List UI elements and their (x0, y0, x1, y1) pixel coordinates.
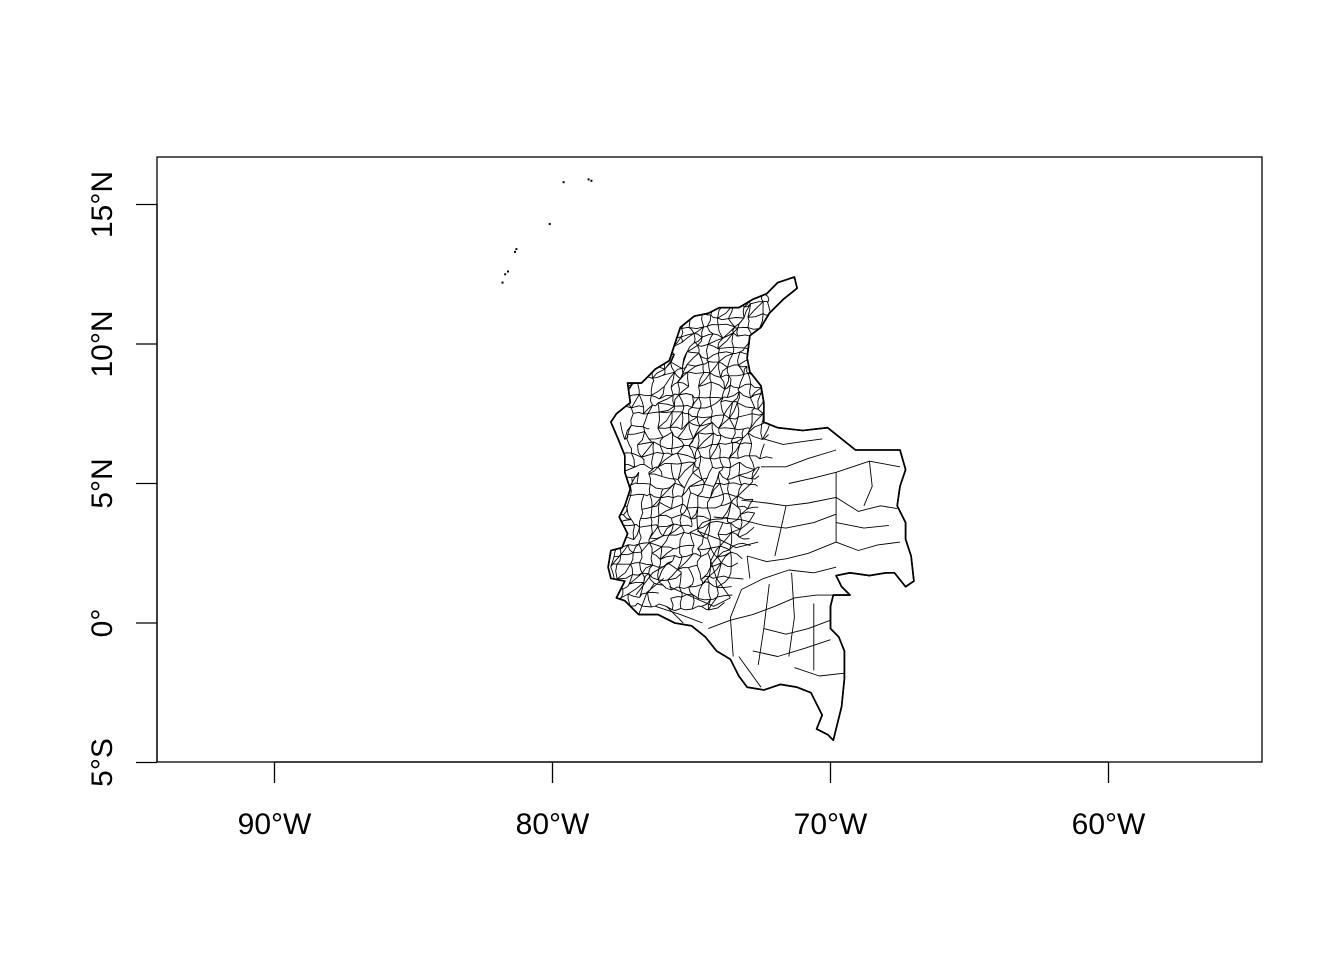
department-border-20 (763, 438, 823, 445)
department-borders (635, 438, 901, 688)
department-border-5 (741, 566, 837, 590)
department-border-21 (835, 497, 898, 512)
island-2 (590, 179, 593, 182)
island-1 (587, 178, 590, 181)
x-tick-label-2: 70°W (794, 808, 868, 841)
department-border-8 (752, 639, 831, 657)
department-border-26 (696, 530, 759, 549)
y-tick-label-4: 15°N (86, 171, 119, 238)
department-border-15 (669, 586, 731, 607)
department-border-14 (707, 553, 731, 599)
island-8 (501, 281, 504, 284)
country-outline-stroke (607, 276, 915, 741)
x-tick-label-3: 60°W (1072, 808, 1146, 841)
department-border-7 (763, 619, 831, 635)
y-axis: 5°S 0° 5°N 10°N 15°N (86, 171, 158, 787)
y-tick-label-0: 5°S (86, 738, 119, 787)
department-border-9 (794, 667, 845, 677)
island-4 (515, 248, 518, 251)
department-border-2 (788, 471, 837, 484)
y-tick-label-1: 0° (86, 609, 119, 638)
island-0 (562, 181, 565, 184)
island-6 (507, 270, 509, 273)
x-axis: 90°W 80°W 70°W 60°W (238, 761, 1146, 841)
department-border-27 (666, 605, 684, 624)
department-border-11 (788, 572, 795, 657)
department-border-30 (738, 656, 762, 688)
department-border-25 (746, 555, 751, 579)
x-tick-label-0: 90°W (238, 808, 312, 841)
island-7 (504, 273, 507, 276)
islands (501, 178, 593, 284)
island-5 (514, 250, 516, 253)
y-tick-label-3: 10°N (86, 310, 119, 377)
department-border-3 (835, 541, 901, 551)
island-3 (548, 223, 551, 225)
department-border-4 (746, 541, 837, 563)
department-border-23 (863, 461, 873, 506)
department-border-19 (761, 449, 837, 468)
department-border-24 (774, 505, 787, 557)
department-border-29 (635, 561, 673, 596)
department-border-17 (713, 513, 837, 529)
department-border-22 (836, 522, 889, 529)
department-border-12 (757, 583, 770, 665)
x-tick-label-1: 80°W (516, 808, 590, 841)
department-border-16 (655, 605, 703, 624)
department-border-13 (729, 589, 742, 657)
y-tick-label-2: 5°N (86, 458, 119, 508)
department-border-28 (638, 578, 664, 615)
